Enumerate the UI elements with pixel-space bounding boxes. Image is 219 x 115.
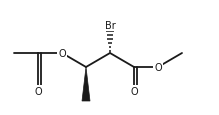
- Polygon shape: [82, 67, 90, 101]
- Text: O: O: [130, 86, 138, 96]
- Text: O: O: [34, 86, 42, 96]
- Text: Br: Br: [105, 21, 115, 31]
- Text: O: O: [58, 49, 66, 59]
- Text: O: O: [154, 62, 162, 72]
